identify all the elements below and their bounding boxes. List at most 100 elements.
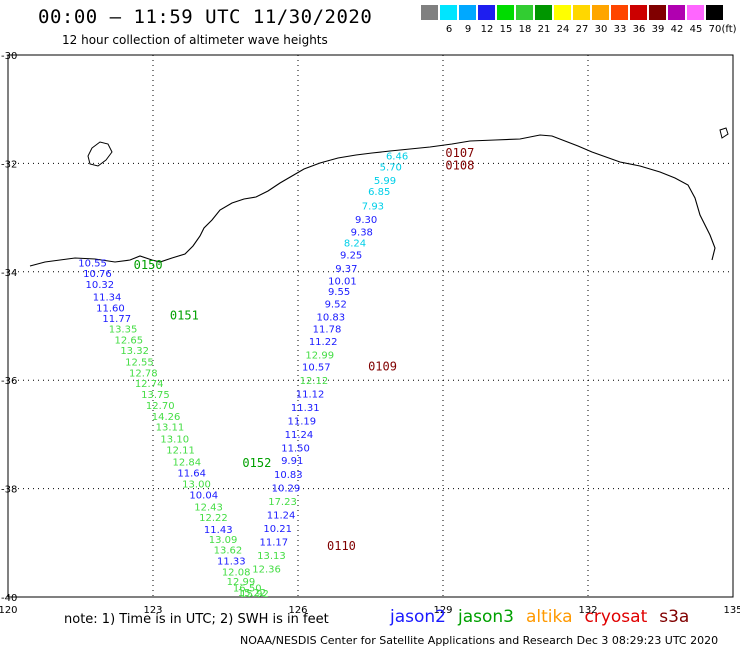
- satellite-legend-s3a: s3a: [659, 607, 690, 627]
- x-tick-label: 129: [433, 605, 452, 616]
- y-tick-label: -36: [1, 376, 17, 387]
- scale-swatch: [687, 5, 704, 20]
- pass-label: 0151: [170, 308, 199, 322]
- wave-height-label: 9.55: [328, 287, 350, 298]
- wave-height-label: 13.00: [182, 480, 211, 491]
- scale-label: 18: [518, 24, 532, 35]
- scale-swatch: [630, 5, 647, 20]
- scale-swatch: [649, 5, 666, 20]
- wave-height-label: 13.35: [109, 325, 138, 336]
- scale-swatch: [459, 5, 476, 20]
- wave-height-label: 15.22: [238, 588, 267, 599]
- wave-height-label: 13.32: [120, 346, 149, 357]
- scale-swatch: [421, 5, 438, 20]
- wave-height-label: 12.99: [305, 351, 334, 362]
- wave-height-label: 12.36: [252, 565, 281, 576]
- scale-label: 27: [575, 24, 589, 35]
- wave-height-label: 12.99: [227, 577, 256, 588]
- scale-swatch: [535, 5, 552, 20]
- wave-height-label: 11.77: [102, 314, 131, 325]
- wave-height-label: 12.70: [146, 401, 175, 412]
- scale-label: 9: [464, 24, 472, 35]
- scale-label: 12: [480, 24, 494, 35]
- wave-height-label: 10.83: [317, 313, 346, 324]
- wave-height-label: 10.32: [86, 280, 115, 291]
- wave-height-label: 12.55: [125, 358, 154, 369]
- wave-height-label: 11.19: [288, 417, 317, 428]
- scale-label: 15: [499, 24, 513, 35]
- wave-height-label: 11.33: [217, 556, 246, 567]
- wave-height-label: 9.52: [325, 300, 347, 311]
- scale-swatch: [516, 5, 533, 20]
- pass-label: 0107: [445, 146, 474, 160]
- wave-height-label: 9.25: [340, 250, 362, 261]
- y-tick-label: -32: [1, 159, 17, 170]
- wave-height-label: 11.50: [281, 444, 310, 455]
- wave-height-label: 16.50: [233, 584, 262, 595]
- wave-height-label: 12.74: [135, 379, 164, 390]
- pass-label: 0108: [445, 158, 474, 172]
- wave-height-label: 12.12: [300, 376, 329, 387]
- island-kangaroo: [87, 141, 113, 167]
- satellite-legend-altika: altika: [526, 607, 573, 627]
- scale-label: 21: [537, 24, 551, 35]
- plot-frame: [7, 54, 734, 598]
- y-tick-label: -38: [1, 485, 17, 496]
- note-text: note: 1) Time is in UTC; 2) SWH is in fe…: [64, 612, 329, 627]
- pass-label: 0110: [327, 539, 356, 553]
- wave-height-label: 10.21: [263, 524, 292, 535]
- scale-label: 45: [689, 24, 703, 35]
- x-tick-label: 123: [143, 605, 162, 616]
- wave-height-label: 14.26: [152, 412, 181, 423]
- scale-swatch: [668, 5, 685, 20]
- wave-height-label: 17.23: [268, 497, 297, 508]
- wave-height-label: 10.04: [189, 490, 218, 501]
- scale-label: 42: [670, 24, 684, 35]
- wave-height-label: 7.93: [362, 201, 384, 212]
- y-tick-label: -40: [1, 593, 17, 604]
- wave-height-label: 12.84: [173, 457, 202, 468]
- wave-height-label: 11.64: [177, 469, 206, 480]
- wave-height-label: 11.17: [260, 538, 289, 549]
- scale-label: 6: [445, 24, 453, 35]
- wave-height-label: 11.24: [267, 510, 296, 521]
- wave-height-label: 5.99: [374, 176, 396, 187]
- satellite-legend-cryosat: cryosat: [584, 607, 648, 627]
- wave-height-label: 10.76: [83, 269, 112, 280]
- pass-label: 0109: [368, 359, 397, 373]
- wave-height-label: 6.46: [386, 152, 408, 163]
- wave-height-label: 13.09: [209, 535, 238, 546]
- wave-height-label: 12.11: [166, 445, 195, 456]
- wave-height-label: 11.34: [93, 293, 122, 304]
- wave-height-label: 11.24: [285, 430, 314, 441]
- wave-height-label: 5.70: [380, 162, 402, 173]
- y-tick-label: -34: [1, 268, 17, 279]
- wave-height-label: 10.83: [274, 470, 303, 481]
- wave-height-label: 12.78: [129, 368, 158, 379]
- wave-height-label: 10.57: [302, 362, 331, 373]
- x-tick-label: 132: [578, 605, 597, 616]
- wave-height-label: 13.75: [141, 390, 170, 401]
- wave-height-points: 6.465.70 5.996.85 7.93 9.309.388.249.25 9.37…: [78, 152, 408, 600]
- wave-height-label: 12.65: [115, 335, 144, 346]
- scale-swatch: [440, 5, 457, 20]
- scale-swatch: [611, 5, 628, 20]
- x-tick-label: 135: [723, 605, 740, 616]
- island-small: [719, 127, 729, 139]
- wave-height-label: 13.62: [214, 546, 243, 557]
- scale-unit: (ft): [721, 24, 737, 35]
- scale-label: 33: [613, 24, 627, 35]
- scale-label: 36: [632, 24, 646, 35]
- wave-height-label: 15.92: [240, 589, 269, 600]
- wave-height-label: 13.11: [156, 423, 185, 434]
- wave-height-label: 10.55: [78, 258, 107, 269]
- wave-height-label: 11.31: [291, 403, 320, 414]
- x-tick-label: 120: [0, 605, 18, 616]
- wave-height-label: 6.85: [368, 187, 390, 198]
- scale-swatch: [706, 5, 723, 20]
- wave-height-label: 9.30: [355, 215, 377, 226]
- scale-swatch: [573, 5, 590, 20]
- scale-label: 39: [651, 24, 665, 35]
